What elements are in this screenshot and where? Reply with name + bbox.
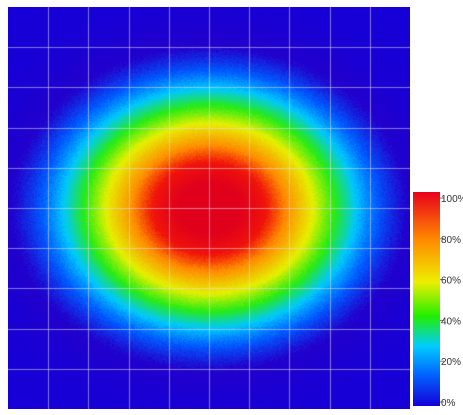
colorbar-svg: 0% 20% 40% 60% 80% 100% [413, 192, 463, 409]
colorbar-tick-label: 40% [441, 316, 461, 327]
colorbar-tick-label: 60% [441, 276, 461, 287]
colorbar: 0% 20% 40% 60% 80% 100% [413, 192, 463, 410]
colorbar-tick-label: 100% [441, 194, 463, 205]
colorbar-tick-label: 20% [441, 357, 461, 368]
colorbar-gradient [413, 192, 440, 406]
heatmap-canvas [8, 7, 410, 409]
colorbar-tick-label: 0% [441, 398, 456, 409]
colorbar-tick-label: 80% [441, 235, 461, 246]
heatmap-plot [8, 7, 410, 409]
